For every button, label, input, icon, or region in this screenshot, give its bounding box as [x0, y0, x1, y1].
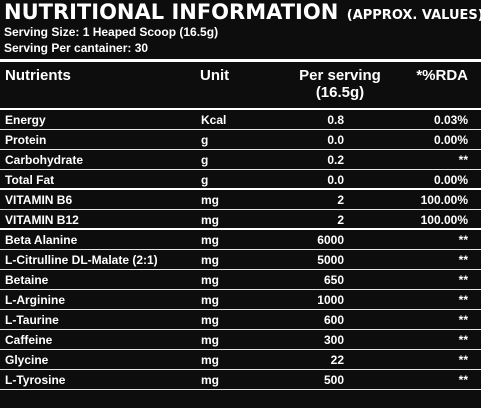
serving-size: Serving Size: 1 Heaped Scoop (16.5g)	[4, 25, 219, 39]
nutrient-name: Carbohydrate	[5, 153, 84, 167]
nutrient-unit: mg	[201, 353, 219, 367]
nutrient-unit: g	[201, 153, 209, 167]
nutrient-name: L-Taurine	[5, 313, 59, 327]
nutrient-per-serving: 2	[337, 213, 344, 227]
nutrient-rda: 0.00%	[433, 133, 468, 147]
nutrient-rda: **	[458, 253, 468, 267]
nutrient-name: Protein	[5, 133, 47, 147]
nutrient-name: Caffeine	[5, 333, 53, 347]
nutrient-unit: mg	[201, 333, 219, 347]
header-per-serving-line1: Per serving	[299, 67, 381, 84]
table-row: Caffeine mg 300 **	[0, 330, 481, 350]
nutrient-name: L-Arginine	[5, 293, 65, 307]
header-nutrients: Nutrients	[5, 67, 71, 84]
title-main: NUTRITIONAL INFORMATION	[4, 0, 339, 24]
nutrient-per-serving: 1000	[317, 293, 344, 307]
table-row: L-Arginine mg 1000 **	[0, 290, 481, 310]
table-row: L-Citrulline DL-Malate (2:1) mg 5000 **	[0, 250, 481, 270]
header-divider	[0, 108, 481, 110]
table-row: Beta Alanine mg 6000 **	[0, 230, 481, 250]
nutrient-rda: 0.03%	[433, 113, 468, 127]
table-row: Glycine mg 22 **	[0, 350, 481, 370]
nutrient-name: Betaine	[5, 273, 49, 287]
nutrient-per-serving: 6000	[317, 233, 344, 247]
nutrient-rda: **	[458, 293, 468, 307]
nutrient-name: VITAMIN B6	[5, 193, 73, 207]
header-per-serving: Per serving (16.5g)	[290, 67, 390, 101]
nutrient-per-serving: 22	[330, 353, 344, 367]
nutrient-name: Energy	[5, 113, 46, 127]
header-rda: *%RDA	[416, 67, 468, 84]
page-title: NUTRITIONAL INFORMATION (APPROX. VALUES)	[4, 2, 481, 23]
nutrient-rda: 0.00%	[433, 173, 468, 187]
nutrient-per-serving: 5000	[317, 253, 344, 267]
nutrient-rda: **	[458, 153, 468, 167]
nutrient-per-serving: 650	[323, 273, 344, 287]
top-divider	[0, 59, 481, 62]
nutrient-per-serving: 0.8	[327, 113, 344, 127]
table-row: VITAMIN B12 mg 2 100.00%	[0, 210, 481, 230]
table-row: Total Fat g 0.0 0.00%	[0, 170, 481, 190]
nutrient-rda: **	[458, 273, 468, 287]
servings-per-container: Serving Per cantainer: 30	[4, 41, 149, 55]
table-row: L-Tyrosine mg 500 **	[0, 370, 481, 390]
nutrient-unit: mg	[201, 313, 219, 327]
nutrient-per-serving: 0.0	[327, 173, 344, 187]
nutrient-unit: mg	[201, 293, 219, 307]
nutrient-rda: 100.00%	[420, 213, 468, 227]
table-row: Betaine mg 650 **	[0, 270, 481, 290]
nutrient-rda: 100.00%	[420, 193, 468, 207]
table-header: Nutrients Unit Per serving (16.5g) *%RDA	[0, 64, 481, 108]
nutrient-per-serving: 600	[323, 313, 344, 327]
nutrient-rda: **	[458, 233, 468, 247]
header-per-serving-line2: (16.5g)	[315, 84, 365, 101]
nutrient-per-serving: 2	[337, 193, 344, 207]
nutrient-name: Beta Alanine	[5, 233, 78, 247]
nutrient-unit: g	[201, 173, 209, 187]
nutrient-rda: **	[458, 313, 468, 327]
nutrient-unit: mg	[201, 213, 219, 227]
table-row: Energy Kcal 0.8 0.03%	[0, 110, 481, 130]
nutrient-name: VITAMIN B12	[5, 213, 79, 227]
nutrient-unit: mg	[201, 253, 219, 267]
nutrient-name: L-Citrulline DL-Malate (2:1)	[5, 253, 158, 267]
nutrient-unit: mg	[201, 273, 219, 287]
table-row: Protein g 0.0 0.00%	[0, 130, 481, 150]
nutrient-table-body: Energy Kcal 0.8 0.03% Protein g 0.0 0.00% Carboh…	[0, 110, 481, 390]
nutrient-unit: mg	[201, 233, 219, 247]
nutrient-per-serving: 300	[323, 333, 344, 347]
header-unit: Unit	[200, 67, 230, 84]
nutrient-rda: **	[458, 373, 468, 387]
nutrient-per-serving: 0.0	[327, 133, 344, 147]
nutrient-name: Total Fat	[5, 173, 55, 187]
nutrient-rda: **	[458, 353, 468, 367]
table-row: Carbohydrate g 0.2 **	[0, 150, 481, 170]
nutrient-name: L-Tyrosine	[5, 373, 66, 387]
nutrient-unit: Kcal	[201, 113, 227, 127]
nutrient-per-serving: 500	[323, 373, 344, 387]
nutrient-unit: mg	[201, 193, 219, 207]
nutrient-name: Glycine	[5, 353, 49, 367]
title-subtitle: (APPROX. VALUES)	[346, 8, 481, 23]
nutrient-per-serving: 0.2	[327, 153, 344, 167]
nutrient-unit: g	[201, 133, 209, 147]
table-row: VITAMIN B6 mg 2 100.00%	[0, 190, 481, 210]
nutrient-rda: **	[458, 333, 468, 347]
table-row: L-Taurine mg 600 **	[0, 310, 481, 330]
nutrient-unit: mg	[201, 373, 219, 387]
